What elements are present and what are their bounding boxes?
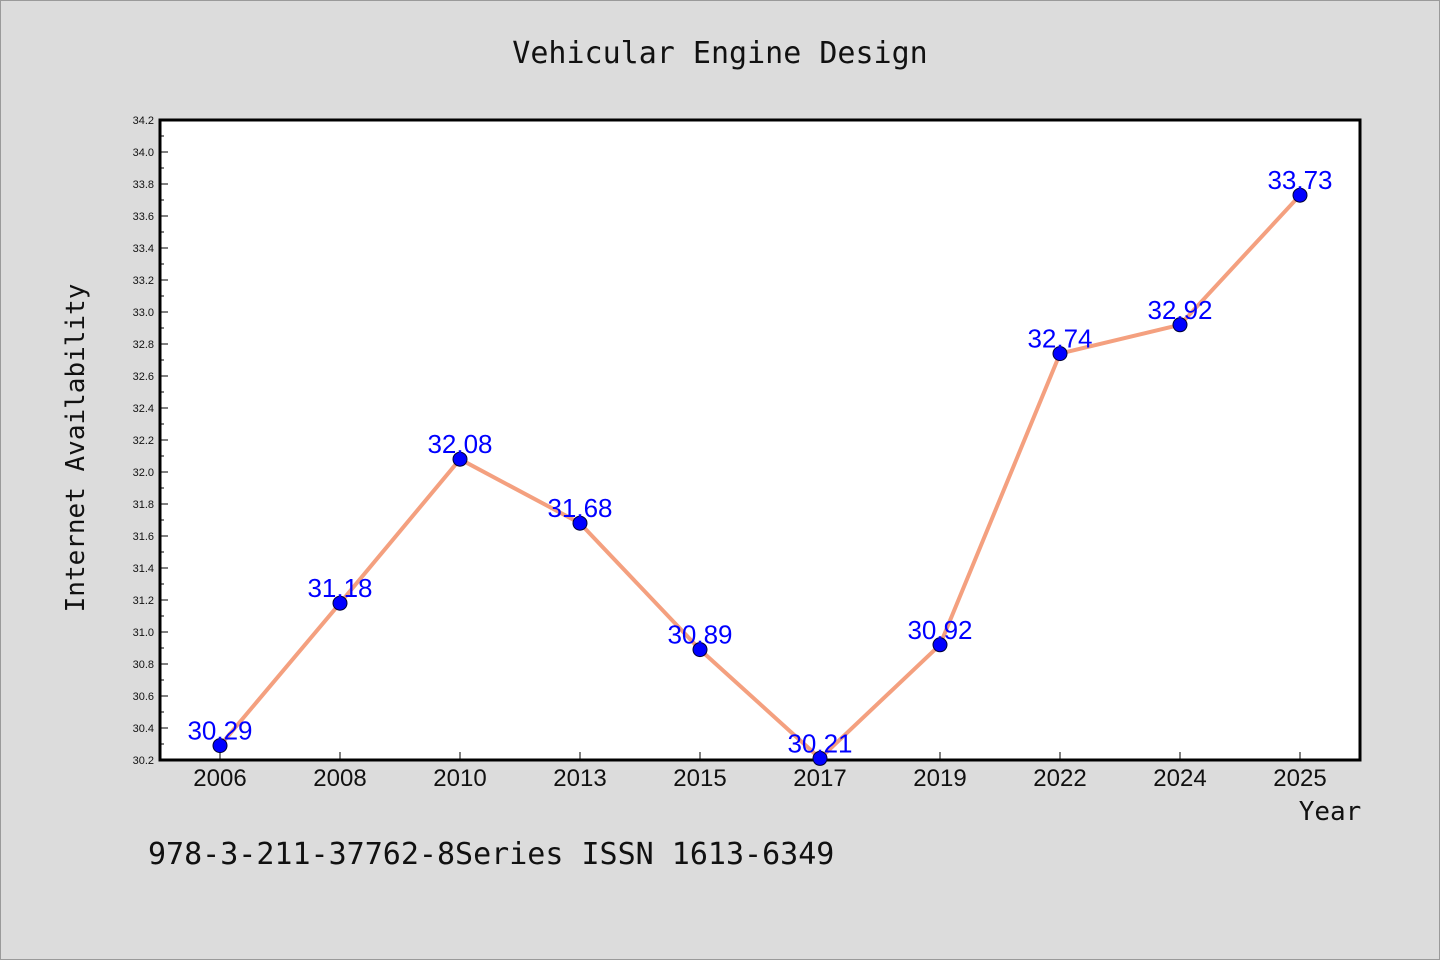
x-tick-label: 2025 (1273, 765, 1326, 792)
y-tick-label: 33.0 (133, 307, 154, 319)
data-point (932, 637, 948, 653)
x-tick-label: 2006 (193, 765, 246, 792)
y-tick-label: 33.6 (133, 211, 154, 223)
data-label: 32.74 (1027, 324, 1092, 354)
data-label: 30.21 (787, 728, 852, 758)
y-tick-label: 32.2 (133, 435, 154, 447)
data-point (332, 595, 348, 611)
y-axis-title: Internet Availability (61, 284, 91, 613)
y-tick-label: 33.4 (133, 243, 154, 255)
data-label: 31.68 (547, 493, 612, 523)
y-tick-label: 30.2 (133, 755, 154, 767)
y-tick-label: 30.6 (133, 691, 154, 703)
x-tick-label: 2019 (913, 765, 966, 792)
y-tick-label: 32.4 (133, 403, 154, 415)
y-tick-label: 32.0 (133, 467, 154, 479)
y-tick-label: 30.4 (133, 723, 154, 735)
y-tick-label: 33.8 (133, 179, 154, 191)
x-tick-label: 2017 (793, 765, 846, 792)
series: 30.29 31.18 32.08 31.68 30.89 30.21 30.92 32.74… (187, 165, 1333, 766)
data-point (572, 515, 588, 531)
data-point (212, 738, 228, 754)
footer-text: 978-3-211-37762-8Series ISSN 1613-6349 (148, 837, 834, 872)
y-tick-label: 31.8 (133, 499, 154, 511)
chart-title: Vehicular Engine Design (512, 36, 927, 71)
y-tick-label: 32.8 (133, 339, 154, 351)
data-point (1052, 346, 1068, 362)
y-axis: 30.2 30.4 30.6 30.8 31.0 31.2 31.4 31.6 31.8 32.0… (133, 115, 168, 767)
x-tick-label: 2022 (1033, 765, 1086, 792)
data-label: 32.92 (1147, 295, 1212, 325)
y-tick-label: 34.2 (133, 115, 154, 127)
y-tick-label: 33.2 (133, 275, 154, 287)
data-label: 30.92 (907, 615, 972, 645)
x-tick-label: 2024 (1153, 765, 1206, 792)
y-tick-label: 32.6 (133, 371, 154, 383)
y-tick-label: 31.0 (133, 627, 154, 639)
y-tick-label: 31.2 (133, 595, 154, 607)
plot-area (158, 118, 1362, 762)
data-point (1292, 187, 1308, 203)
data-point (812, 750, 828, 766)
x-tick-label: 2008 (313, 765, 366, 792)
x-axis-title: Year (1299, 797, 1362, 827)
x-axis: 2006 2008 2010 2013 2015 2017 2019 2022 2024 2025 (193, 752, 1327, 792)
data-label: 33.73 (1267, 165, 1332, 195)
data-label: 30.89 (667, 620, 732, 650)
data-label: 31.18 (307, 573, 372, 603)
y-tick-label: 30.8 (133, 659, 154, 671)
data-label: 32.08 (427, 429, 492, 459)
data-point (1172, 317, 1188, 333)
y-tick-label: 31.6 (133, 531, 154, 543)
y-tick-label: 31.4 (133, 563, 154, 575)
y-tick-label: 34.0 (133, 147, 154, 159)
x-tick-label: 2013 (553, 765, 606, 792)
x-tick-label: 2010 (433, 765, 486, 792)
x-tick-label: 2015 (673, 765, 726, 792)
data-label: 30.29 (187, 716, 252, 746)
series-line (218, 193, 1302, 761)
data-point (452, 451, 468, 467)
data-point (692, 642, 708, 658)
